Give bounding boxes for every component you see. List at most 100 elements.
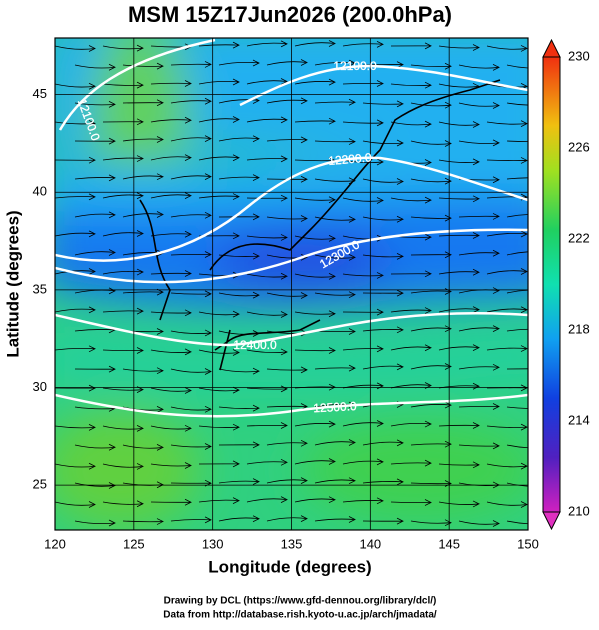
streamline [314,364,356,372]
streamline [198,193,240,200]
streamline [102,500,144,508]
streamline [438,461,480,469]
streamline [410,363,452,370]
streamline [294,78,336,86]
streamline [102,81,144,89]
streamline [458,520,500,527]
streamline [294,420,336,428]
streamline [438,44,480,51]
streamline [362,178,404,185]
streamline [314,477,356,485]
streamline [294,40,336,47]
y-tick-label: 30 [33,379,47,394]
streamline [390,420,432,428]
streamline [410,325,452,333]
streamline [506,102,528,106]
streamline [458,403,500,410]
streamline [122,173,164,181]
streamline [246,234,288,241]
streamline [122,367,164,375]
streamline [342,458,384,466]
streamline [198,386,240,394]
streamline [246,311,288,318]
streamline [55,306,96,314]
streamline [102,118,144,126]
streamline [74,63,116,71]
streamline [198,41,240,49]
streamline [458,442,500,450]
contour-label: 12500.0 [313,399,357,415]
streamline [506,444,528,449]
streamline [266,515,308,522]
streamline [362,363,404,371]
footer-line: Drawing by DCL (https://www.gfd-dennou.o… [164,596,437,607]
streamline [74,249,116,256]
streamline [438,500,480,508]
streamline [218,213,260,221]
y-axis-label: Latitude (degrees) [3,210,22,357]
streamline [314,254,356,261]
streamline [266,292,308,299]
streamline [506,406,528,409]
streamline [314,439,356,446]
streamline [314,216,356,223]
streamline [506,482,528,487]
streamline [314,516,356,523]
streamline [438,306,480,313]
colorbar-tick-label: 218 [568,321,590,336]
streamline [102,268,144,276]
colorbar-tick-label: 214 [568,412,590,427]
streamline [342,40,384,48]
streamline [458,213,500,220]
streamline [294,458,336,465]
streamline [198,310,240,318]
streamline [486,230,528,238]
streamline [486,462,528,470]
streamline [170,173,212,180]
x-tick-label: 130 [202,536,224,551]
streamline [486,268,528,275]
streamline [458,139,500,147]
streamline [55,193,96,201]
streamline [218,441,260,449]
streamline [170,97,212,105]
streamline [266,59,308,66]
streamline [102,425,144,432]
streamline [294,235,336,242]
streamline [122,211,164,218]
streamline [74,174,116,182]
footer-line: Data from http://database.rish.kyoto-u.a… [163,610,437,621]
y-tick-label: 35 [33,281,47,296]
streamline [506,520,528,525]
streamline [218,367,260,375]
streamline [170,290,212,298]
streamline [342,119,384,127]
streamline [55,230,96,238]
streamline [362,326,404,334]
streamline [410,140,452,147]
streamline [170,405,212,413]
streamline [246,385,288,393]
colorbar-max-arrow [542,38,561,58]
streamline [410,519,452,527]
streamline [342,345,384,353]
streamline [122,62,164,70]
streamline [122,518,164,525]
streamline [246,496,288,503]
streamline [410,401,452,409]
streamline [458,249,500,257]
x-tick-label: 150 [517,536,539,551]
streamline [246,155,288,163]
streamline [246,458,288,466]
streamline [150,309,192,317]
y-tick-label: 45 [33,86,47,101]
streamline [486,501,528,508]
streamline [55,462,96,470]
streamline [122,99,164,107]
streamline [55,424,96,431]
streamline [506,64,528,69]
streamline [390,307,432,314]
streamline [506,214,528,218]
colorbar-tick-label: 210 [568,503,590,518]
streamline [342,80,384,87]
